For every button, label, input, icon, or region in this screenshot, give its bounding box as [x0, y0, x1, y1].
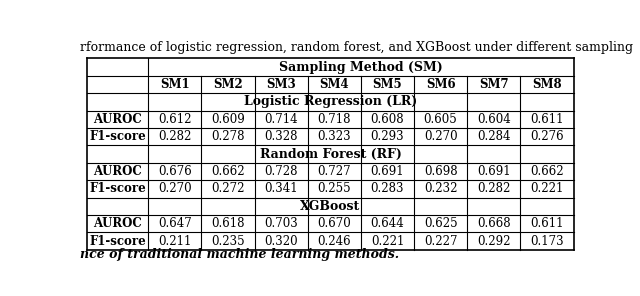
Text: rformance of logistic regression, random forest, and XGBoost under different sam: rformance of logistic regression, random…: [80, 41, 633, 54]
Text: 0.282: 0.282: [477, 182, 511, 195]
Text: Logistic Regression (LR): Logistic Regression (LR): [244, 95, 417, 108]
Text: 0.609: 0.609: [211, 113, 245, 126]
Text: 0.211: 0.211: [158, 234, 191, 247]
Text: AUROC: AUROC: [93, 113, 142, 126]
Text: 0.283: 0.283: [371, 182, 404, 195]
Text: Random Forest (RF): Random Forest (RF): [260, 147, 401, 160]
Text: AUROC: AUROC: [93, 165, 142, 178]
Text: F1-score: F1-score: [90, 234, 146, 247]
Text: F1-score: F1-score: [90, 182, 146, 195]
Text: 0.703: 0.703: [264, 217, 298, 230]
Text: SM4: SM4: [319, 78, 349, 91]
Text: 0.668: 0.668: [477, 217, 511, 230]
Text: 0.670: 0.670: [317, 217, 351, 230]
Text: 0.292: 0.292: [477, 234, 511, 247]
Text: SM8: SM8: [532, 78, 562, 91]
Text: 0.270: 0.270: [424, 130, 458, 143]
Text: 0.611: 0.611: [530, 217, 564, 230]
Text: 0.246: 0.246: [317, 234, 351, 247]
Text: 0.718: 0.718: [317, 113, 351, 126]
Text: SM5: SM5: [372, 78, 403, 91]
Text: 0.232: 0.232: [424, 182, 458, 195]
Text: 0.644: 0.644: [371, 217, 404, 230]
Text: 0.276: 0.276: [530, 130, 564, 143]
Text: 0.691: 0.691: [371, 165, 404, 178]
Text: 0.323: 0.323: [317, 130, 351, 143]
Text: SM3: SM3: [266, 78, 296, 91]
Text: 0.278: 0.278: [211, 130, 244, 143]
Text: 0.221: 0.221: [371, 234, 404, 247]
Text: Sampling Method (SM): Sampling Method (SM): [279, 60, 443, 73]
Text: 0.662: 0.662: [530, 165, 564, 178]
Text: 0.227: 0.227: [424, 234, 458, 247]
Text: 0.611: 0.611: [530, 113, 564, 126]
Text: SM7: SM7: [479, 78, 509, 91]
Text: 0.612: 0.612: [158, 113, 191, 126]
Text: nce of traditional machine learning methods.: nce of traditional machine learning meth…: [80, 248, 399, 261]
Text: 0.255: 0.255: [317, 182, 351, 195]
Text: 0.320: 0.320: [264, 234, 298, 247]
Text: 0.608: 0.608: [371, 113, 404, 126]
Text: 0.272: 0.272: [211, 182, 244, 195]
Text: 0.647: 0.647: [158, 217, 191, 230]
Text: 0.714: 0.714: [264, 113, 298, 126]
Text: 0.625: 0.625: [424, 217, 458, 230]
Text: AUROC: AUROC: [93, 217, 142, 230]
Text: SM2: SM2: [213, 78, 243, 91]
Text: 0.727: 0.727: [317, 165, 351, 178]
Text: 0.341: 0.341: [264, 182, 298, 195]
Text: 0.605: 0.605: [424, 113, 458, 126]
Text: 0.221: 0.221: [531, 182, 564, 195]
Text: 0.328: 0.328: [264, 130, 298, 143]
Text: 0.676: 0.676: [158, 165, 191, 178]
Text: SM1: SM1: [160, 78, 189, 91]
Text: SM6: SM6: [426, 78, 456, 91]
Text: 0.662: 0.662: [211, 165, 244, 178]
Text: 0.728: 0.728: [264, 165, 298, 178]
Text: 0.284: 0.284: [477, 130, 511, 143]
Text: 0.618: 0.618: [211, 217, 244, 230]
Text: 0.270: 0.270: [158, 182, 191, 195]
Text: 0.293: 0.293: [371, 130, 404, 143]
Text: 0.604: 0.604: [477, 113, 511, 126]
Text: 0.691: 0.691: [477, 165, 511, 178]
Text: F1-score: F1-score: [90, 130, 146, 143]
Text: XGBoost: XGBoost: [300, 200, 360, 213]
Text: 0.698: 0.698: [424, 165, 458, 178]
Text: 0.173: 0.173: [530, 234, 564, 247]
Text: 0.282: 0.282: [158, 130, 191, 143]
Text: 0.235: 0.235: [211, 234, 244, 247]
